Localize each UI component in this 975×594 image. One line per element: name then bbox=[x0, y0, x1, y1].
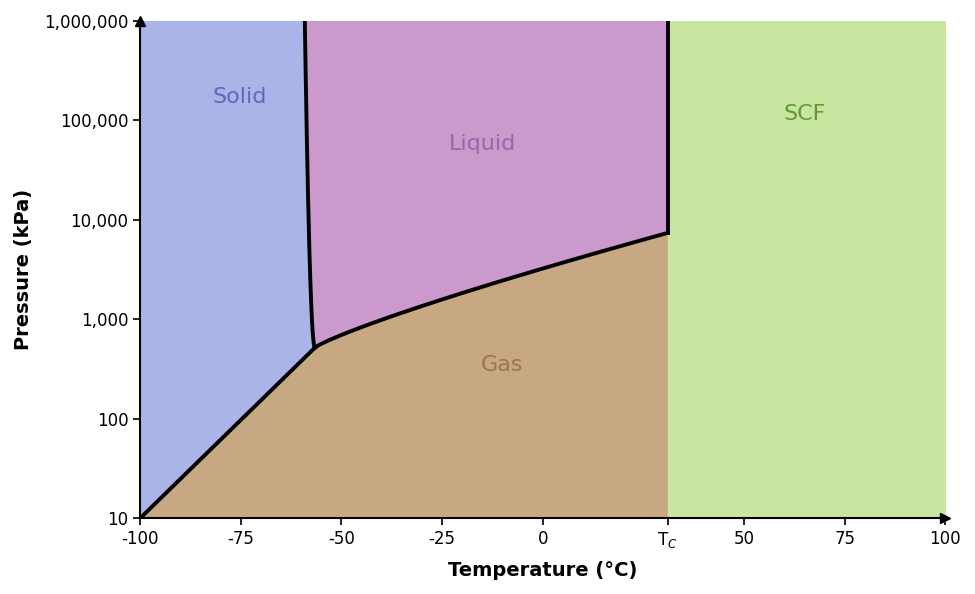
Polygon shape bbox=[140, 21, 315, 518]
X-axis label: Temperature (°C): Temperature (°C) bbox=[448, 561, 638, 580]
Polygon shape bbox=[305, 21, 668, 347]
Text: Solid: Solid bbox=[213, 87, 267, 107]
Text: Gas: Gas bbox=[482, 355, 524, 375]
Text: SCF: SCF bbox=[783, 105, 826, 124]
Text: Liquid: Liquid bbox=[448, 134, 516, 154]
Y-axis label: Pressure (kPa): Pressure (kPa) bbox=[14, 189, 33, 350]
